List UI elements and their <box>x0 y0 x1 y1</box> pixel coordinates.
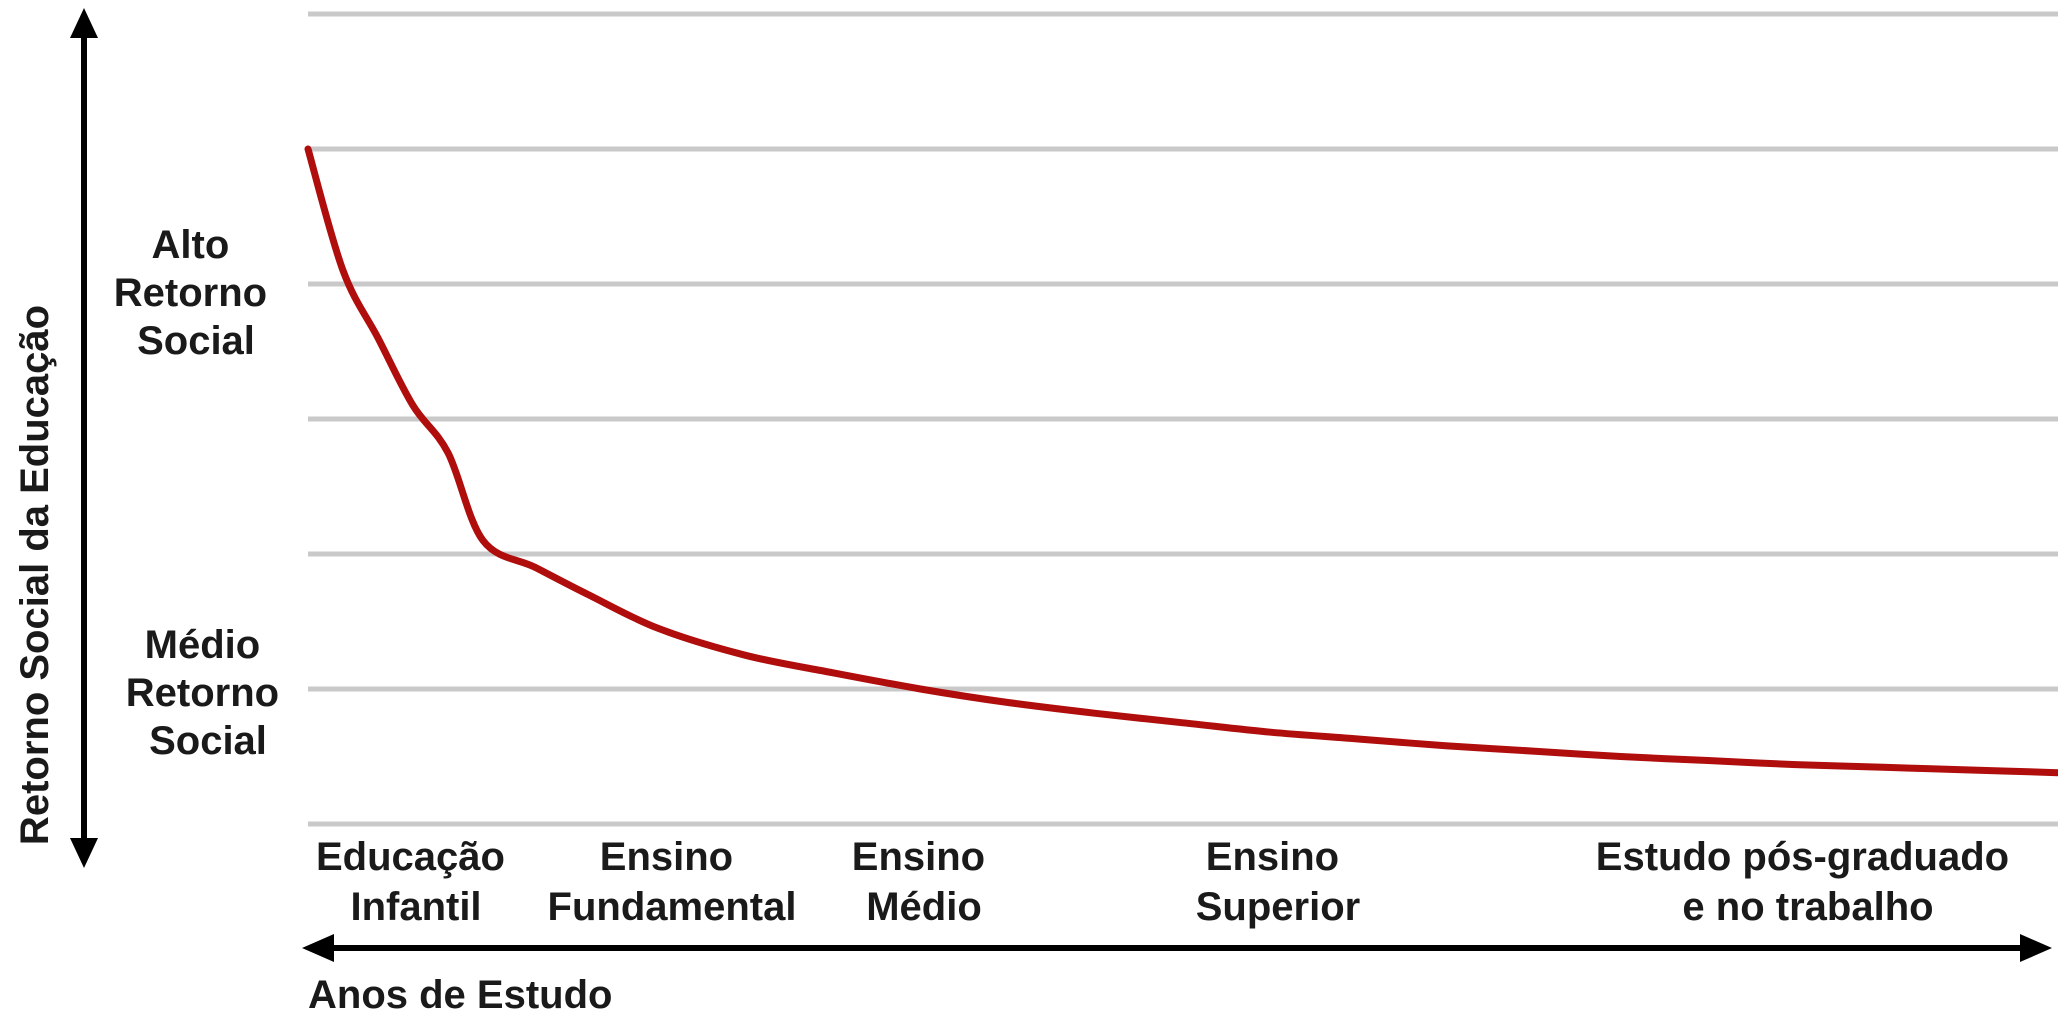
y-axis-arrow-up-icon <box>70 8 98 38</box>
x-axis-arrow-right-icon <box>2020 934 2052 962</box>
y-level-label-high: Alto Retorno Social <box>114 223 278 363</box>
x-axis <box>302 934 2052 962</box>
x-axis-title: Anos de Estudo <box>308 973 612 1017</box>
series-curve <box>308 149 2058 773</box>
x-category-label: Ensino Fundamental <box>548 835 797 929</box>
y-axis-arrow-down-icon <box>70 838 98 868</box>
x-category-label: Educação Infantil <box>316 835 516 929</box>
x-axis-arrow-left-icon <box>302 934 334 962</box>
grid-lines <box>308 14 2058 824</box>
x-category-label: Ensino Superior <box>1196 835 1360 929</box>
y-level-label-medium: Médio Retorno Social <box>126 623 290 763</box>
x-category-label: Ensino Médio <box>852 835 996 929</box>
y-axis <box>70 8 98 868</box>
y-axis-title: Retorno Social da Educação <box>13 305 57 845</box>
x-category-label: Estudo pós-graduado e no trabalho <box>1596 835 2020 929</box>
